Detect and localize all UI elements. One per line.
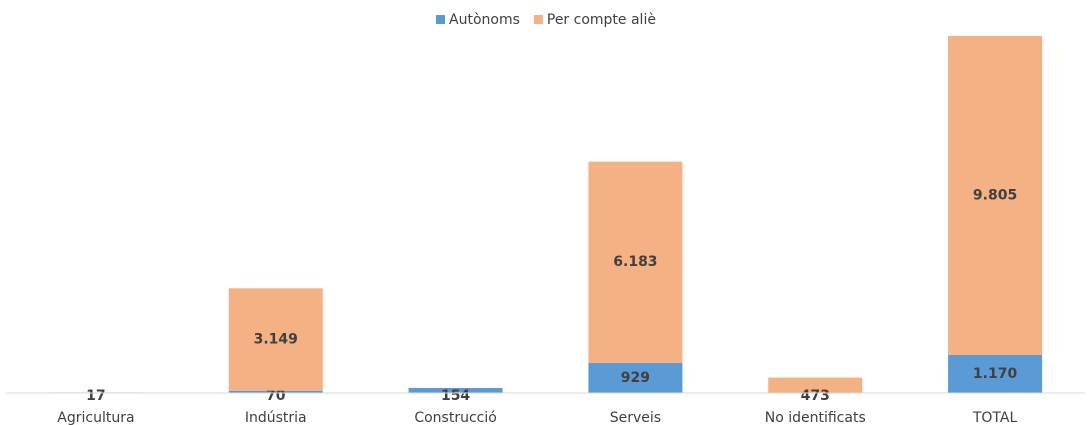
legend-swatch <box>436 15 445 24</box>
legend-label: Autònoms <box>449 12 520 28</box>
data-label: 929 <box>621 370 650 386</box>
x-tick-label: Serveis <box>610 410 661 425</box>
bar-segment <box>408 387 503 393</box>
x-tick-label: Indústria <box>245 410 307 425</box>
data-label: 154 <box>441 388 470 404</box>
data-label: 6.183 <box>613 254 657 270</box>
data-label: 1.170 <box>973 366 1018 382</box>
bar-segment <box>228 390 323 393</box>
x-tick-label: No identificats <box>765 410 866 425</box>
legend-swatch <box>533 15 543 24</box>
x-tick-label: Agricultura <box>57 410 134 425</box>
bar-segment <box>948 354 1043 393</box>
x-tick-label: Construcció <box>414 410 496 425</box>
bar-segment <box>948 36 1043 355</box>
bar-segment <box>228 288 323 391</box>
data-label: 17 <box>86 388 105 404</box>
data-label: 473 <box>801 388 830 404</box>
data-label: 3.149 <box>254 332 298 348</box>
bar-segment <box>768 377 863 393</box>
data-label: 70 <box>266 388 286 404</box>
x-tick-label: TOTAL <box>972 410 1018 425</box>
legend-label: Per compte aliè <box>547 12 656 28</box>
bar-segment <box>588 161 683 363</box>
data-label: 9.805 <box>973 187 1017 203</box>
bar-segment <box>588 362 683 393</box>
